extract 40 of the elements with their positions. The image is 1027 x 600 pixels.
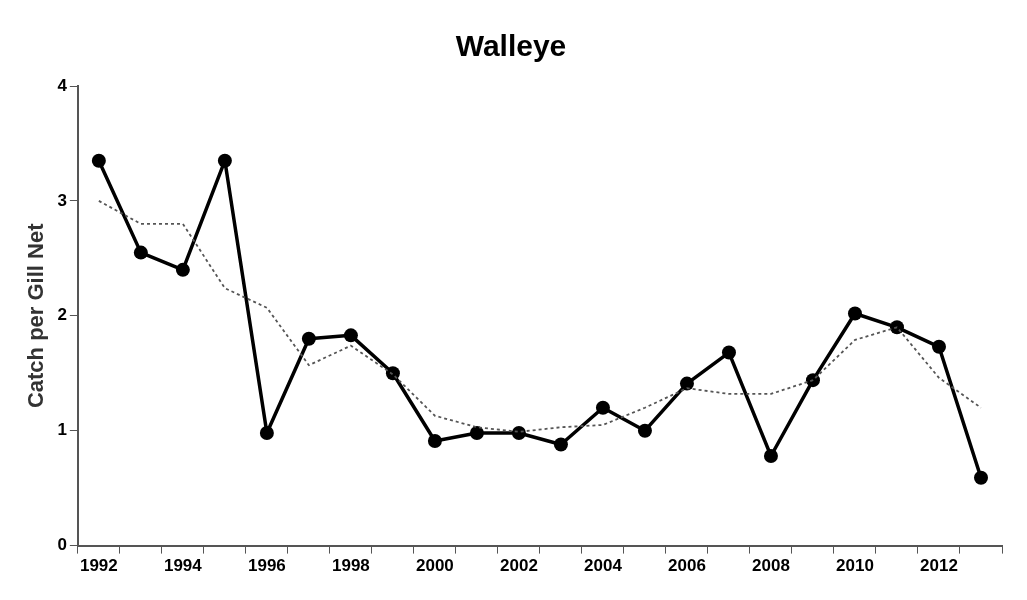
x-tick-label: 1998	[331, 556, 370, 576]
point	[889, 320, 904, 335]
y-tick-label: 3	[57, 190, 67, 210]
point	[763, 448, 778, 463]
point	[721, 345, 736, 360]
x-tick-label: 2010	[836, 556, 874, 576]
point	[133, 245, 148, 260]
point	[217, 153, 232, 168]
point	[553, 437, 568, 452]
x-tick-label: 1996	[247, 556, 286, 576]
y-tick-label: 4	[57, 75, 68, 95]
point	[259, 426, 274, 440]
point	[175, 262, 190, 277]
point	[385, 366, 400, 381]
y-axis-title: Catch per Gill Net	[23, 222, 49, 409]
x-tick-label: 1994	[163, 556, 203, 576]
point	[637, 423, 652, 438]
point	[847, 306, 862, 321]
x-tick-label: 2000	[416, 556, 454, 576]
point	[679, 376, 694, 391]
point	[931, 339, 946, 354]
point	[595, 400, 610, 415]
y-tick-label: 0	[57, 535, 67, 555]
x-tick-label: 2006	[668, 556, 706, 576]
y-tick-label: 1	[57, 420, 67, 440]
point	[511, 426, 526, 440]
chart-title: Walleye	[455, 29, 567, 63]
x-tick-label: 2012	[920, 556, 958, 576]
point	[974, 470, 988, 485]
point	[469, 426, 484, 440]
point	[343, 328, 358, 343]
point	[805, 373, 820, 388]
x-tick-label: 1992	[79, 556, 118, 576]
x-tick-label: 2004	[584, 556, 623, 576]
x-tick-label: 2002	[500, 556, 538, 576]
point	[427, 434, 442, 449]
point	[91, 153, 106, 168]
y-tick-label: 2	[57, 305, 67, 325]
x-tick-label: 2008	[752, 556, 790, 576]
point	[301, 331, 316, 346]
